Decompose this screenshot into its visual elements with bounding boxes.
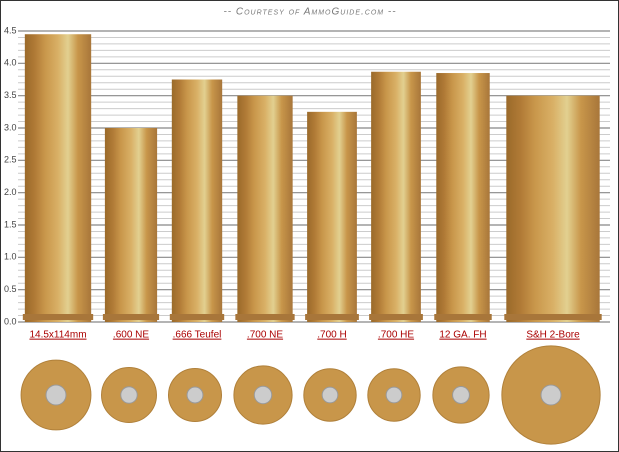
chart-title: -- Courtesy of AmmoGuide.com -- [223, 7, 396, 18]
primer [540, 384, 562, 406]
y-tick-label: 3.5 [4, 90, 17, 100]
cartridge [506, 95, 600, 323]
cartridge-base [369, 314, 423, 320]
x-tick-label: .666 Teufel [173, 330, 222, 341]
y-tick-label: 1.5 [4, 219, 17, 229]
y-tick-label: 2.5 [4, 155, 17, 165]
y-tick-label: 1.0 [4, 252, 17, 262]
y-tick-label: 0.5 [4, 284, 17, 294]
primer [45, 384, 67, 406]
x-tick-label: .600 NE [113, 330, 149, 341]
cartridge [307, 111, 357, 322]
x-tick-label: .700 NE [247, 330, 283, 341]
cartridge [24, 34, 92, 322]
x-tick-label: .700 HE [378, 330, 414, 341]
cartridge [171, 79, 223, 322]
cartridge [237, 95, 293, 323]
cartridge-base [102, 314, 160, 320]
cartridge-base [235, 314, 295, 320]
primer [120, 386, 138, 404]
primer [253, 385, 273, 405]
primer [452, 386, 470, 404]
x-tick-label: .700 H [317, 330, 346, 341]
primer [385, 386, 403, 404]
cartridge [371, 71, 421, 323]
y-tick-label: 2.0 [4, 187, 17, 197]
cartridge-base [22, 314, 94, 320]
primer [186, 386, 204, 404]
cartridge [436, 73, 490, 323]
cartridge-base [169, 314, 225, 320]
y-tick-label: 4.0 [4, 58, 17, 68]
y-tick-label: 0.0 [4, 316, 17, 326]
x-tick-label: 14.5x114mm [29, 330, 86, 341]
y-tick-label: 3.0 [4, 122, 17, 132]
cartridge-base [434, 314, 492, 320]
x-tick-label: 12 GA. FH [439, 330, 486, 341]
cartridge-base [504, 314, 602, 320]
cartridge-base [305, 314, 359, 320]
x-tick-label: S&H 2-Bore [526, 330, 580, 341]
primer [321, 386, 339, 404]
cartridge [104, 128, 158, 322]
y-tick-label: 4.5 [4, 25, 17, 35]
